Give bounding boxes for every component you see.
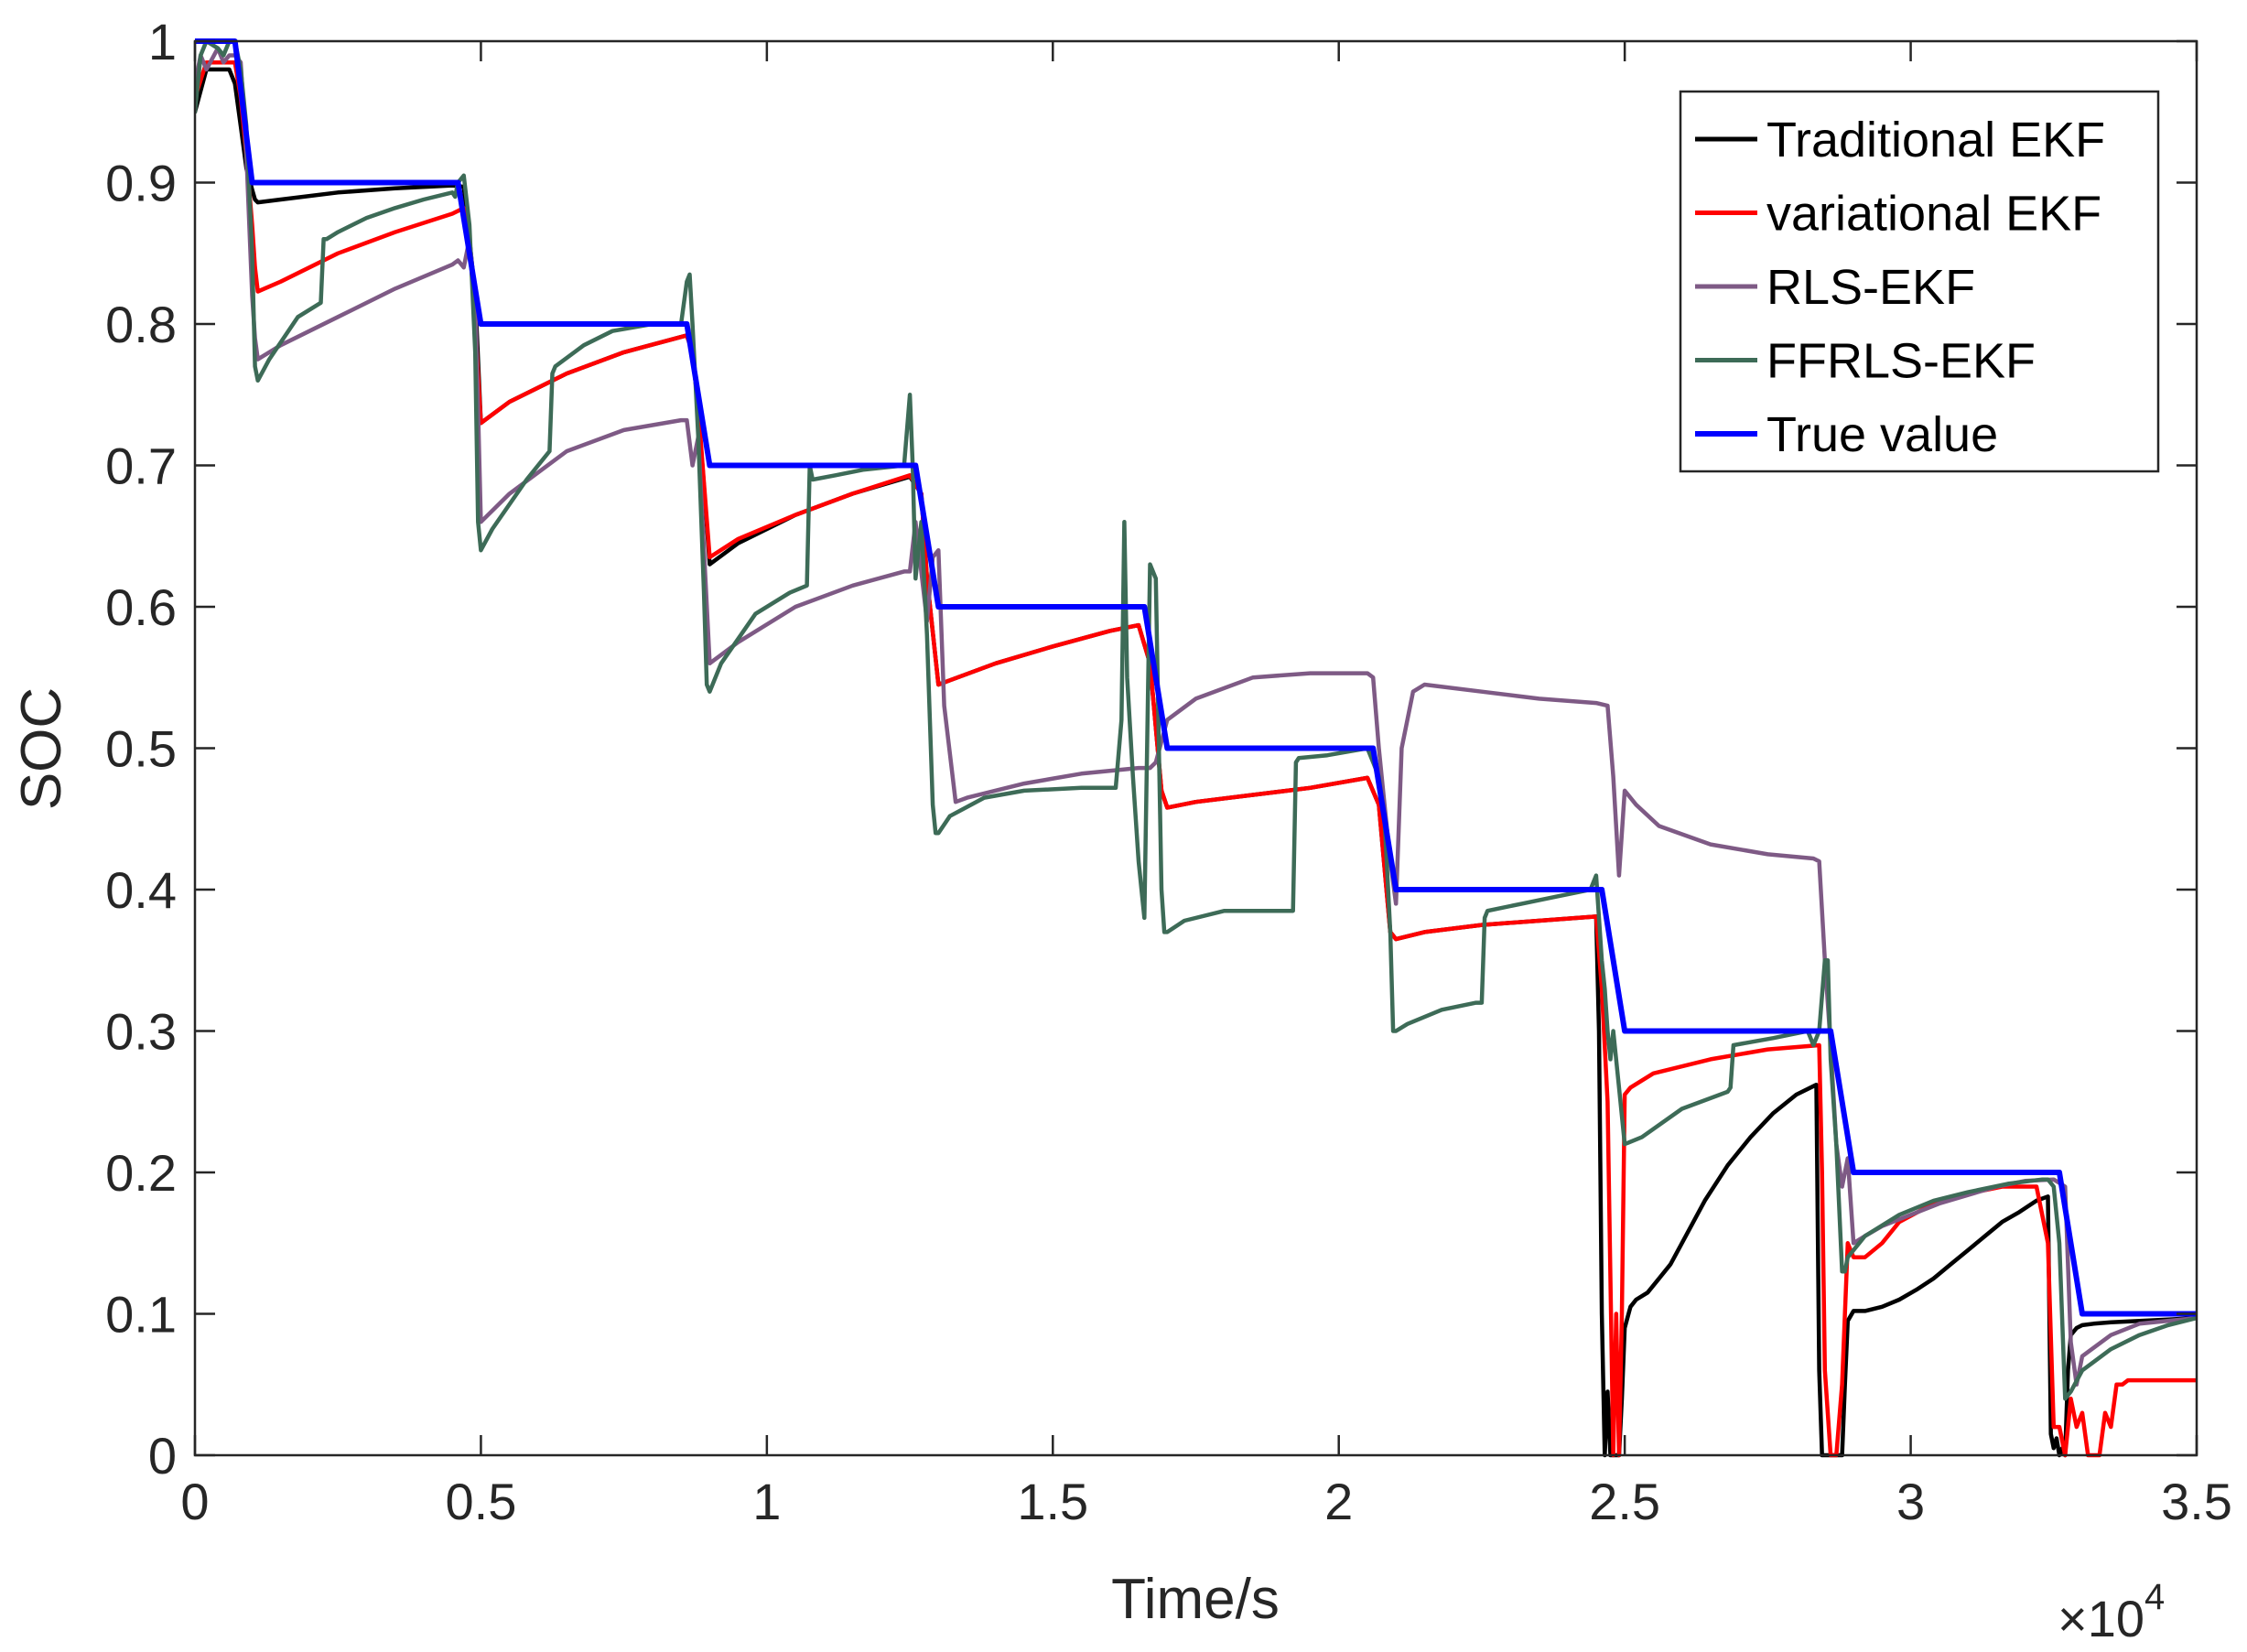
x-tick-label: 1.5 [1017, 1473, 1088, 1530]
y-tick-label: 0.2 [105, 1144, 177, 1202]
x-tick-label: 3 [1896, 1473, 1925, 1530]
legend-label: FFRLS-EKF [1766, 334, 2036, 389]
y-tick-label: 0.7 [105, 437, 177, 495]
axis-ticks: 0 0.5 1 1.5 2 2.5 3 3.5 0 0.1 0.2 0.3 0.4 0.5 0.6 0.7 0.… [105, 13, 2232, 1530]
y-tick-label: 0.9 [105, 155, 177, 212]
legend-label: True value [1766, 407, 1998, 462]
legend-label: Traditional EKF [1766, 113, 2105, 167]
series-layer [195, 38, 2197, 1458]
x-axis-title: Time/s [1111, 1568, 1280, 1631]
y-tick-label: 0 [148, 1427, 177, 1485]
x-tick-label: 2 [1324, 1473, 1353, 1530]
legend-box [1679, 90, 2160, 473]
x-tick-label: 2.5 [1589, 1473, 1660, 1530]
y-axis-title: SOC [10, 687, 73, 810]
x-tick-label: 3.5 [2161, 1473, 2232, 1530]
x-exponent-base: ×10 [2058, 1590, 2144, 1647]
y-tick-label: 0.8 [105, 296, 177, 353]
legend: Traditional EKF variational EKF RLS-EKF FFR… [1679, 90, 2160, 473]
legend-label: variational EKF [1766, 187, 2101, 242]
y-tick-label: 0.4 [105, 861, 177, 919]
y-tick-label: 0.5 [105, 720, 177, 778]
y-tick-label: 0.1 [105, 1286, 177, 1344]
x-exponent-label: ×104 [2058, 1577, 2165, 1647]
y-tick-label: 0.6 [105, 578, 177, 636]
x-tick-label: 0.5 [445, 1473, 516, 1530]
series-line-rls-ekf [195, 46, 2197, 1387]
y-tick-label: 1 [148, 13, 177, 70]
x-exponent-power: 4 [2144, 1577, 2165, 1617]
legend-label: RLS-EKF [1766, 260, 1975, 315]
x-tick-label: 1 [752, 1473, 781, 1530]
x-tick-label: 0 [180, 1473, 209, 1530]
y-tick-label: 0.3 [105, 1003, 177, 1061]
series-line-true-value [195, 38, 2197, 1317]
